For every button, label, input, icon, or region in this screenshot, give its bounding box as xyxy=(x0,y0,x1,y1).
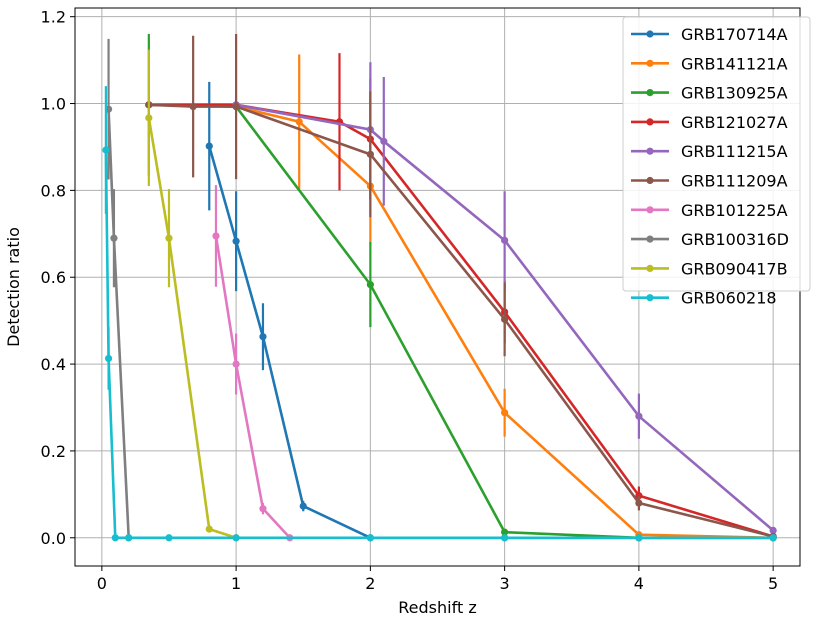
legend-item: GRB100316D xyxy=(631,230,789,249)
y-tick-label: 1.0 xyxy=(41,95,66,114)
data-point xyxy=(232,534,240,542)
series-line xyxy=(104,149,774,540)
data-point xyxy=(635,412,643,420)
y-tick-label: 1.2 xyxy=(41,8,66,27)
legend-label: GRB090417B xyxy=(681,259,788,278)
legend-label: GRB111215A xyxy=(681,142,788,161)
legend-item: GRB111215A xyxy=(631,142,788,161)
data-point xyxy=(635,534,643,542)
data-point xyxy=(769,526,777,534)
data-point xyxy=(212,232,220,240)
legend-item: GRB060218 xyxy=(631,289,777,308)
data-point xyxy=(232,237,240,245)
data-point xyxy=(299,502,307,510)
data-point xyxy=(635,499,643,507)
ticks: 0 1 2 3 4 5 0.0 0.2 0.4 0.6 0.8 1.0 1.2 xyxy=(41,8,779,593)
y-axis-label: Detection ratio xyxy=(4,227,23,347)
x-tick-label: 3 xyxy=(500,574,510,593)
legend-swatch-marker xyxy=(646,59,654,67)
data-point xyxy=(501,409,509,417)
legend-label: GRB101225A xyxy=(681,201,788,220)
data-point xyxy=(366,150,374,158)
legend-label: GRB170714A xyxy=(681,25,788,44)
series-GRB060218 xyxy=(102,86,777,542)
y-tick-label: 0.6 xyxy=(41,268,66,287)
data-point xyxy=(259,333,267,341)
data-point xyxy=(205,142,213,150)
legend-label: GRB141121A xyxy=(681,54,788,73)
legend-swatch-marker xyxy=(646,264,654,272)
legend-swatch-marker xyxy=(646,206,654,214)
series-GRB090417B xyxy=(145,49,240,542)
data-point xyxy=(110,234,118,242)
legend-item: GRB130925A xyxy=(631,84,788,103)
y-tick-label: 0.4 xyxy=(41,355,66,374)
y-tick-label: 0.2 xyxy=(41,442,66,461)
series-line xyxy=(147,117,237,540)
series-line xyxy=(235,103,774,532)
legend-label: GRB111209A xyxy=(681,172,788,191)
legend-swatch-marker xyxy=(646,294,654,302)
legend-item: GRB170714A xyxy=(631,25,788,44)
series-layer xyxy=(102,34,777,542)
legend-swatch-marker xyxy=(646,147,654,155)
data-point xyxy=(366,534,374,542)
legend-item: GRB101225A xyxy=(631,201,788,220)
data-point xyxy=(501,236,509,244)
legend-label: GRB121027A xyxy=(681,113,788,132)
x-tick-label: 2 xyxy=(365,574,375,593)
legend: GRB170714A GRB141121A GRB130925A GRB121027A… xyxy=(622,16,811,308)
series-GRB101225A xyxy=(212,185,294,542)
data-point xyxy=(501,528,509,536)
data-point xyxy=(769,534,777,542)
data-point xyxy=(295,118,303,126)
legend-item: GRB111209A xyxy=(631,172,788,191)
data-point xyxy=(501,534,509,542)
data-point xyxy=(232,360,240,368)
data-point xyxy=(111,534,119,542)
y-tick-label: 0.0 xyxy=(41,529,66,548)
data-point xyxy=(165,534,173,542)
legend-item: GRB121027A xyxy=(631,113,788,132)
data-point xyxy=(259,505,267,513)
data-point xyxy=(165,234,173,242)
data-point xyxy=(104,354,113,363)
legend-label: GRB060218 xyxy=(681,289,777,308)
data-point xyxy=(125,534,133,542)
legend-label: GRB130925A xyxy=(681,84,788,103)
legend-swatch-marker xyxy=(646,89,654,97)
legend-label: GRB100316D xyxy=(681,230,789,249)
legend-swatch-marker xyxy=(646,235,654,243)
data-point xyxy=(380,137,388,145)
x-tick-label: 4 xyxy=(634,574,644,593)
legend-swatch-marker xyxy=(646,118,654,126)
data-point xyxy=(366,281,374,289)
data-point xyxy=(145,114,153,122)
y-tick-label: 0.8 xyxy=(41,181,66,200)
data-point xyxy=(501,315,509,323)
x-axis-label: Redshift z xyxy=(398,598,476,617)
data-point xyxy=(205,525,213,533)
data-point xyxy=(102,146,110,154)
x-tick-label: 5 xyxy=(768,574,778,593)
x-tick-label: 1 xyxy=(231,574,241,593)
data-point xyxy=(189,102,197,111)
legend-swatch-marker xyxy=(646,30,654,38)
data-point xyxy=(232,102,240,111)
legend-item: GRB090417B xyxy=(631,259,788,278)
x-tick-label: 0 xyxy=(97,574,107,593)
legend-swatch-marker xyxy=(646,176,654,185)
legend-item: GRB141121A xyxy=(631,54,788,73)
series-line xyxy=(214,235,291,539)
legend-box xyxy=(622,16,811,292)
